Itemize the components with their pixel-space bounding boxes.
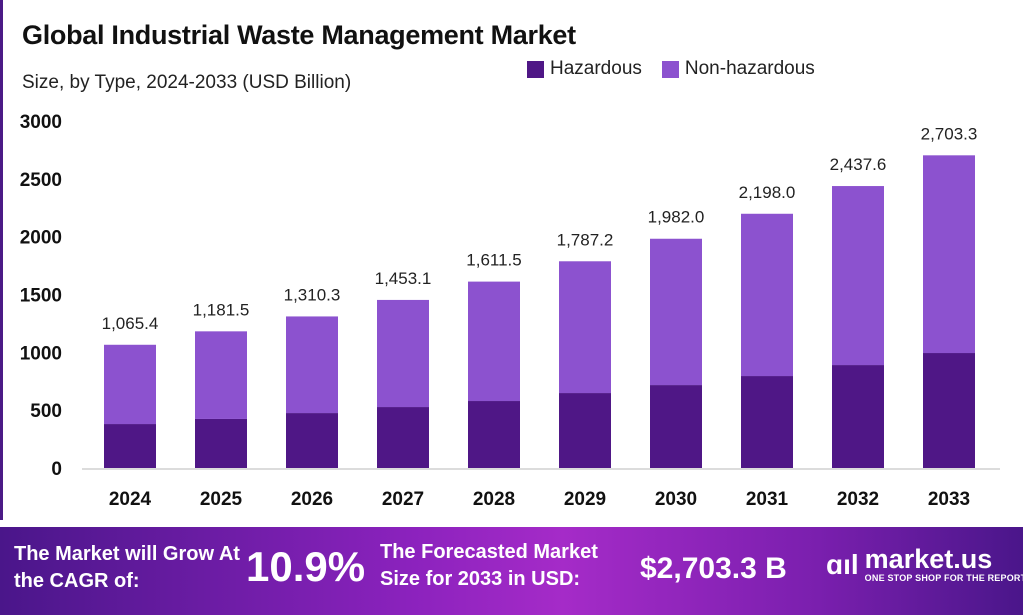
chart-title: Global Industrial Waste Management Marke… [22, 20, 576, 50]
forecast-text: The Forecasted Market Size for 2033 in U… [380, 541, 598, 590]
bar-non-hazardous [832, 186, 884, 366]
bar-non-hazardous [377, 299, 429, 408]
data-label: 1,310.3 [284, 285, 341, 304]
bar-hazardous [104, 424, 156, 468]
bar-hazardous [559, 393, 611, 468]
data-label: 1,982.0 [648, 208, 705, 227]
x-tick-label: 2030 [655, 489, 697, 510]
brand-tagline: ONE STOP SHOP FOR THE REPORTS [864, 573, 1023, 583]
x-tick-label: 2029 [564, 489, 606, 510]
forecast-value: $2,703.3 B [640, 552, 787, 585]
x-tick-label: 2032 [837, 489, 879, 510]
chart-frame [0, 0, 3, 520]
y-tick-label: 2500 [20, 170, 62, 191]
y-tick-label: 1000 [20, 343, 62, 364]
legend-item-hazardous: Hazardous [527, 58, 642, 80]
bar-non-hazardous [195, 331, 247, 419]
data-label: 1,453.1 [375, 269, 432, 288]
x-tick-label: 2026 [291, 489, 333, 510]
legend: Hazardous Non-hazardous [527, 58, 815, 80]
brand-logo: ɑıl market.us ONE STOP SHOP FOR THE REPOR… [826, 545, 1023, 584]
data-label: 1,181.5 [193, 300, 250, 319]
summary-banner: The Market will Grow At the CAGR of: 10.… [0, 527, 1023, 615]
data-label: 1,787.2 [557, 230, 614, 249]
bar-hazardous [468, 401, 520, 468]
logo-icon: ɑıl [826, 548, 859, 580]
bar-hazardous [741, 376, 793, 468]
y-tick-label: 2000 [20, 228, 62, 249]
data-label: 1,065.4 [102, 314, 159, 333]
x-tick-label: 2024 [109, 489, 152, 510]
data-label: 1,611.5 [466, 251, 521, 270]
x-tick-label: 2033 [928, 489, 970, 510]
data-label: 2,198.0 [739, 183, 796, 202]
chart-subtitle: Size, by Type, 2024-2033 (USD Billion) [22, 72, 352, 93]
data-label: 2,437.6 [830, 155, 887, 174]
y-tick-label: 500 [30, 401, 62, 422]
y-tick-label: 1500 [20, 286, 62, 307]
x-tick-label: 2025 [200, 489, 243, 510]
bar-hazardous [650, 385, 702, 468]
x-tick-label: 2028 [473, 489, 515, 510]
cagr-text: The Market will Grow At the CAGR of: [14, 543, 240, 592]
legend-swatch [527, 60, 544, 78]
bar-hazardous [923, 353, 975, 468]
legend-label: Hazardous [550, 58, 642, 79]
data-label: 2,703.3 [921, 124, 978, 143]
brand-name: market.us [864, 544, 993, 574]
y-tick-label: 3000 [20, 112, 62, 133]
bar-chart: 0 500 1000 1500 2000 2500 3000 1,065.4 2024 1,181… [20, 112, 1000, 510]
bar-non-hazardous [559, 261, 611, 394]
x-tick-label: 2027 [382, 489, 424, 510]
bar-hazardous [195, 418, 247, 468]
bar-hazardous [377, 407, 429, 468]
bar-non-hazardous [741, 213, 793, 377]
bar-hazardous [286, 413, 338, 468]
bar-non-hazardous [650, 238, 702, 386]
bar-hazardous [832, 365, 884, 468]
bar-non-hazardous [923, 155, 975, 354]
y-tick-label: 0 [51, 459, 62, 480]
bar-non-hazardous [286, 316, 338, 414]
cagr-value: 10.9% [246, 543, 366, 590]
bar-non-hazardous [468, 281, 520, 402]
x-tick-label: 2031 [746, 489, 789, 510]
legend-label: Non-hazardous [684, 58, 815, 79]
bar-non-hazardous [104, 344, 156, 425]
legend-swatch [661, 60, 679, 78]
legend-item-non-hazardous: Non-hazardous [661, 58, 815, 80]
